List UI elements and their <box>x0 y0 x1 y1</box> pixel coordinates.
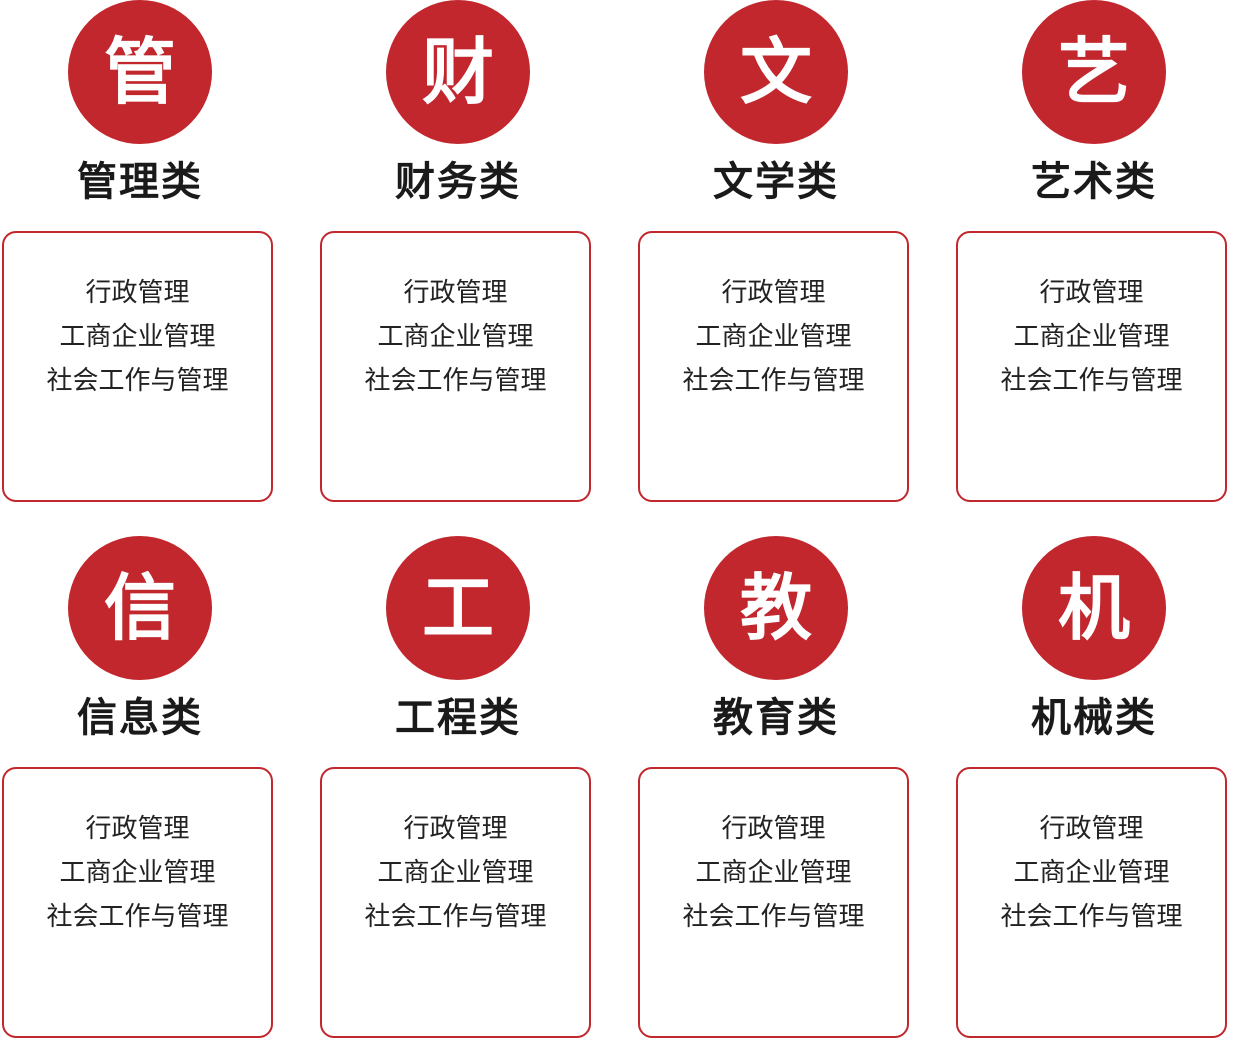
category-badge-char: 机 <box>1057 566 1130 650</box>
majors-box: 行政管理 工商企业管理 社会工作与管理 <box>638 231 909 502</box>
major-item[interactable]: 工商企业管理 <box>1013 858 1170 888</box>
majors-list: 行政管理 工商企业管理 社会工作与管理 <box>4 271 271 403</box>
category-badge: 财 <box>386 0 530 144</box>
major-item[interactable]: 行政管理 <box>1039 278 1144 308</box>
major-item[interactable]: 社会工作与管理 <box>364 366 547 396</box>
category-title: 艺术类 <box>1031 159 1157 205</box>
category-card-information[interactable]: 信 信息类 行政管理 工商企业管理 社会工作与管理 <box>0 536 278 1048</box>
category-badge-char: 信 <box>103 566 176 650</box>
category-card-machinery[interactable]: 机 机械类 行政管理 工商企业管理 社会工作与管理 <box>954 536 1232 1048</box>
major-item[interactable]: 工商企业管理 <box>695 322 852 352</box>
category-card-art[interactable]: 艺 艺术类 行政管理 工商企业管理 社会工作与管理 <box>954 0 1232 512</box>
major-item[interactable]: 行政管理 <box>85 814 190 844</box>
major-item[interactable]: 社会工作与管理 <box>46 366 229 396</box>
category-card-finance[interactable]: 财 财务类 行政管理 工商企业管理 社会工作与管理 <box>318 0 596 512</box>
category-card-engineering[interactable]: 工 工程类 行政管理 工商企业管理 社会工作与管理 <box>318 536 596 1048</box>
major-item[interactable]: 行政管理 <box>403 814 508 844</box>
category-badge-char: 教 <box>739 566 812 650</box>
major-item[interactable]: 工商企业管理 <box>59 322 216 352</box>
major-item[interactable]: 社会工作与管理 <box>682 366 865 396</box>
majors-list: 行政管理 工商企业管理 社会工作与管理 <box>640 271 907 403</box>
major-item[interactable]: 社会工作与管理 <box>682 902 865 932</box>
category-badge: 管 <box>68 0 212 144</box>
category-title: 机械类 <box>1031 695 1157 741</box>
category-badge-char: 工 <box>421 566 494 650</box>
majors-box: 行政管理 工商企业管理 社会工作与管理 <box>638 767 909 1038</box>
majors-box: 行政管理 工商企业管理 社会工作与管理 <box>956 231 1227 502</box>
major-item[interactable]: 行政管理 <box>721 814 826 844</box>
majors-box: 行政管理 工商企业管理 社会工作与管理 <box>320 231 591 502</box>
major-item[interactable]: 行政管理 <box>403 278 508 308</box>
major-item[interactable]: 社会工作与管理 <box>1000 902 1183 932</box>
majors-list: 行政管理 工商企业管理 社会工作与管理 <box>958 271 1225 403</box>
major-item[interactable]: 工商企业管理 <box>59 858 216 888</box>
majors-box: 行政管理 工商企业管理 社会工作与管理 <box>956 767 1227 1038</box>
major-item[interactable]: 社会工作与管理 <box>1000 366 1183 396</box>
category-badge-char: 文 <box>739 30 812 114</box>
major-item[interactable]: 工商企业管理 <box>377 858 534 888</box>
category-badge-char: 管 <box>103 30 176 114</box>
major-item[interactable]: 工商企业管理 <box>377 322 534 352</box>
category-title: 信息类 <box>77 695 203 741</box>
category-card-management[interactable]: 管 管理类 行政管理 工商企业管理 社会工作与管理 <box>0 0 278 512</box>
majors-list: 行政管理 工商企业管理 社会工作与管理 <box>640 807 907 939</box>
majors-list: 行政管理 工商企业管理 社会工作与管理 <box>322 807 589 939</box>
category-card-literature[interactable]: 文 文学类 行政管理 工商企业管理 社会工作与管理 <box>636 0 914 512</box>
category-title: 工程类 <box>395 695 521 741</box>
category-badge: 工 <box>386 536 530 680</box>
majors-box: 行政管理 工商企业管理 社会工作与管理 <box>2 767 273 1038</box>
category-card-education[interactable]: 教 教育类 行政管理 工商企业管理 社会工作与管理 <box>636 536 914 1048</box>
majors-box: 行政管理 工商企业管理 社会工作与管理 <box>320 767 591 1038</box>
majors-list: 行政管理 工商企业管理 社会工作与管理 <box>4 807 271 939</box>
majors-box: 行政管理 工商企业管理 社会工作与管理 <box>2 231 273 502</box>
major-item[interactable]: 工商企业管理 <box>695 858 852 888</box>
major-item[interactable]: 行政管理 <box>85 278 190 308</box>
major-item[interactable]: 行政管理 <box>1039 814 1144 844</box>
major-item[interactable]: 工商企业管理 <box>1013 322 1170 352</box>
category-badge: 文 <box>704 0 848 144</box>
category-title: 管理类 <box>77 159 203 205</box>
majors-list: 行政管理 工商企业管理 社会工作与管理 <box>958 807 1225 939</box>
category-title: 教育类 <box>713 695 839 741</box>
category-badge: 机 <box>1022 536 1166 680</box>
category-badge-char: 艺 <box>1057 30 1130 114</box>
major-item[interactable]: 社会工作与管理 <box>364 902 547 932</box>
category-title: 文学类 <box>713 159 839 205</box>
majors-list: 行政管理 工商企业管理 社会工作与管理 <box>322 271 589 403</box>
category-badge: 教 <box>704 536 848 680</box>
major-item[interactable]: 社会工作与管理 <box>46 902 229 932</box>
category-title: 财务类 <box>395 159 521 205</box>
category-badge: 信 <box>68 536 212 680</box>
major-item[interactable]: 行政管理 <box>721 278 826 308</box>
category-badge: 艺 <box>1022 0 1166 144</box>
category-badge-char: 财 <box>421 30 494 114</box>
